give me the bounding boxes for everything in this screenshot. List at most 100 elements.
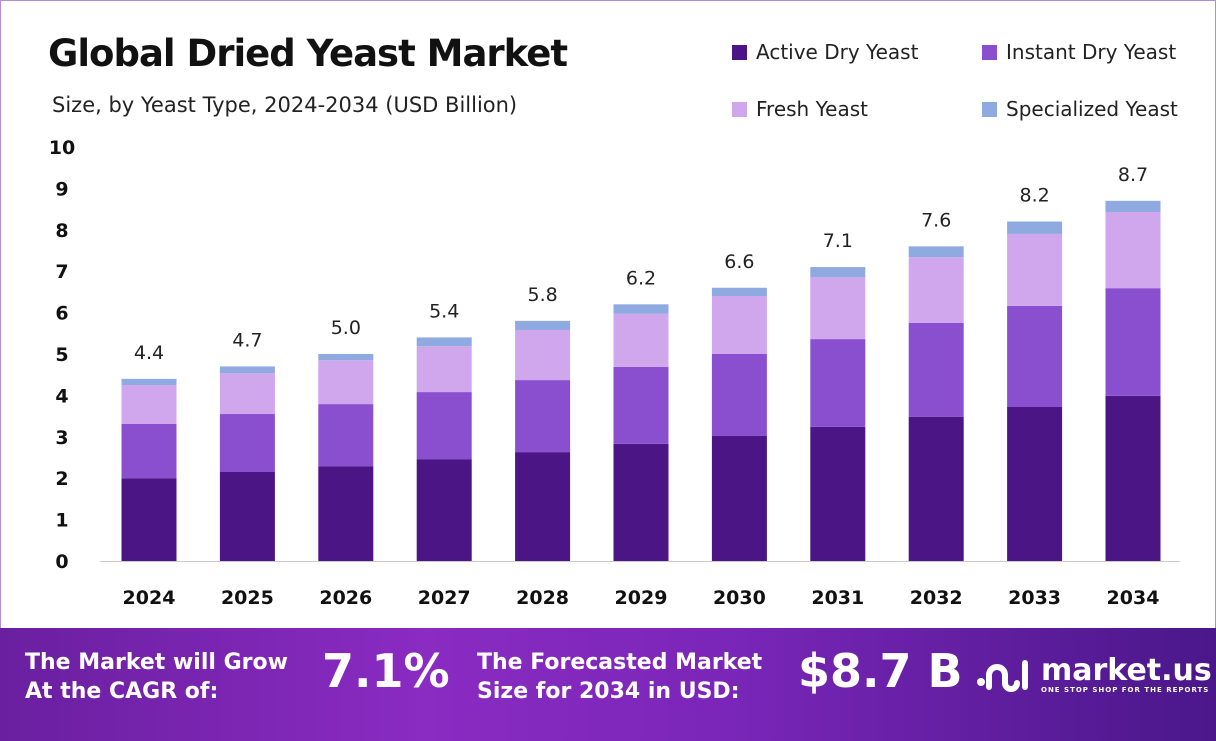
total-label: 8.2 [1019, 185, 1049, 207]
total-label: 7.6 [921, 209, 951, 231]
logo-icon [977, 660, 1028, 692]
brand-name: market.us [1041, 653, 1212, 688]
legend-label: Active Dry Yeast [756, 40, 919, 64]
bar-segment-instant-dry-yeast [219, 414, 275, 472]
chart-subtitle: Size, by Yeast Type, 2024-2034 (USD Bill… [52, 93, 518, 117]
x-tick-label: 2033 [1008, 587, 1061, 609]
bar-segment-active-dry-yeast [416, 459, 472, 561]
stacked-bar-chart: 0 1 2 3 4 5 6 7 8 9 10 4.4 2024 4.7 2025 5.0 2026 5.4 2027… [49, 137, 1180, 609]
bar-segment-specialized-yeast [1105, 200, 1161, 212]
bar-segment-specialized-yeast [613, 304, 669, 314]
x-tick-label: 2027 [418, 587, 471, 609]
y-tick-label: 9 [55, 178, 68, 200]
x-tick-label: 2032 [910, 587, 963, 609]
cagr-label: The Market will Grow At the CAGR of: [25, 650, 288, 704]
forecast-value: $8.7 B [798, 644, 963, 698]
forecast-label: The Forecasted Market Size for 2034 in US… [477, 650, 763, 704]
bar-segment-fresh-yeast [318, 360, 374, 405]
bar-segment-instant-dry-yeast [613, 366, 669, 444]
legend-swatch [982, 44, 997, 60]
bar-segment-active-dry-yeast [810, 426, 866, 561]
bar-segment-fresh-yeast [1007, 233, 1063, 306]
y-tick-label: 3 [55, 427, 68, 449]
bar-segment-fresh-yeast [1105, 211, 1161, 289]
legend-fresh-yeast: Fresh Yeast [732, 97, 868, 121]
x-tick-label: 2031 [811, 587, 864, 609]
bar-segment-specialized-yeast [1007, 221, 1063, 234]
bar-segment-specialized-yeast [810, 267, 866, 277]
brand-tagline: ONE STOP SHOP FOR THE REPORTS [1041, 686, 1210, 694]
total-label: 5.8 [527, 284, 557, 306]
y-tick-label: 2 [55, 468, 68, 490]
bar-segment-active-dry-yeast [613, 443, 669, 561]
bar-segment-instant-dry-yeast [810, 339, 866, 427]
bar-segment-specialized-yeast [515, 320, 571, 330]
bar-segment-fresh-yeast [121, 385, 177, 424]
bar-segment-fresh-yeast [613, 313, 669, 367]
total-label: 5.0 [331, 317, 361, 339]
bar-segment-specialized-yeast [318, 354, 374, 361]
bar-segment-fresh-yeast [711, 296, 767, 354]
y-tick-label: 6 [55, 303, 68, 325]
cagr-value: 7.1% [322, 644, 450, 698]
y-tick-label: 1 [55, 510, 68, 532]
bar-segment-active-dry-yeast [219, 471, 275, 561]
y-tick-label: 0 [55, 551, 68, 573]
legend-instant-dry-yeast: Instant Dry Yeast [982, 40, 1176, 64]
bar-segment-fresh-yeast [810, 276, 866, 340]
x-tick-label: 2034 [1107, 587, 1160, 609]
bar-segment-fresh-yeast [515, 329, 571, 381]
total-label: 4.7 [232, 329, 262, 351]
bar-segment-active-dry-yeast [121, 478, 177, 561]
bar-segment-specialized-yeast [416, 337, 472, 347]
bar-segment-specialized-yeast [908, 246, 964, 258]
y-tick-label: 7 [55, 261, 68, 283]
bar-segment-active-dry-yeast [908, 416, 964, 561]
total-label: 7.1 [823, 230, 853, 252]
total-label: 6.2 [626, 267, 656, 289]
bar-segment-fresh-yeast [219, 373, 275, 415]
bar-segment-instant-dry-yeast [711, 354, 767, 436]
bar-segment-instant-dry-yeast [908, 322, 964, 417]
chart-title: Global Dried Yeast Market [48, 32, 568, 75]
bar-segment-active-dry-yeast [318, 466, 374, 561]
market-us-logo: market.us ONE STOP SHOP FOR THE REPORTS [975, 655, 1212, 695]
legend-label: Specialized Yeast [1006, 97, 1178, 121]
y-tick-label: 4 [55, 385, 68, 407]
bar-segment-active-dry-yeast [1105, 395, 1161, 561]
bar-segment-instant-dry-yeast [416, 392, 472, 460]
x-tick-label: 2028 [516, 587, 569, 609]
y-tick-label: 5 [55, 344, 68, 366]
legend-specialized-yeast: Specialized Yeast [982, 97, 1178, 121]
legend-active-dry-yeast: Active Dry Yeast [732, 40, 918, 64]
bar-segment-instant-dry-yeast [515, 380, 571, 453]
total-label: 6.6 [724, 251, 754, 273]
legend-swatch [732, 101, 747, 117]
bar-segment-specialized-yeast [121, 378, 177, 386]
bar-segment-active-dry-yeast [515, 452, 571, 561]
bar-segment-instant-dry-yeast [1105, 288, 1161, 396]
legend-label: Instant Dry Yeast [1006, 40, 1177, 64]
x-tick-label: 2030 [713, 587, 766, 609]
bar-segment-instant-dry-yeast [121, 423, 177, 479]
bar-segment-fresh-yeast [416, 346, 472, 393]
footer-banner: The Market will Grow At the CAGR of: 7.1%… [0, 628, 1216, 741]
legend-label: Fresh Yeast [756, 97, 868, 121]
bar-segment-instant-dry-yeast [1007, 305, 1063, 407]
y-tick-label: 8 [55, 220, 68, 242]
bar-segment-fresh-yeast [908, 257, 964, 323]
legend-swatch [982, 101, 997, 117]
bar-segment-specialized-yeast [711, 287, 767, 297]
x-tick-label: 2024 [123, 587, 176, 609]
x-tick-label: 2026 [319, 587, 372, 609]
total-label: 4.4 [134, 342, 164, 364]
total-label: 8.7 [1118, 164, 1148, 186]
bar-segment-instant-dry-yeast [318, 404, 374, 467]
x-tick-label: 2025 [221, 587, 274, 609]
x-tick-label: 2029 [615, 587, 668, 609]
y-tick-label: 10 [49, 137, 75, 159]
legend-swatch [732, 44, 747, 60]
bar-segment-active-dry-yeast [1007, 406, 1063, 561]
bar-segment-specialized-yeast [219, 366, 275, 374]
bar-segment-active-dry-yeast [711, 435, 767, 561]
